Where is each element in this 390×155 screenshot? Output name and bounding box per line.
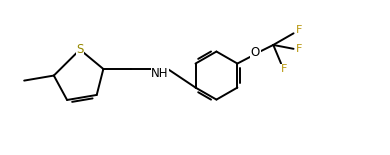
Text: F: F xyxy=(296,44,302,54)
Text: F: F xyxy=(296,25,302,35)
Text: S: S xyxy=(76,43,83,56)
Text: O: O xyxy=(251,46,260,59)
Text: F: F xyxy=(281,64,287,74)
Text: NH: NH xyxy=(151,67,168,80)
